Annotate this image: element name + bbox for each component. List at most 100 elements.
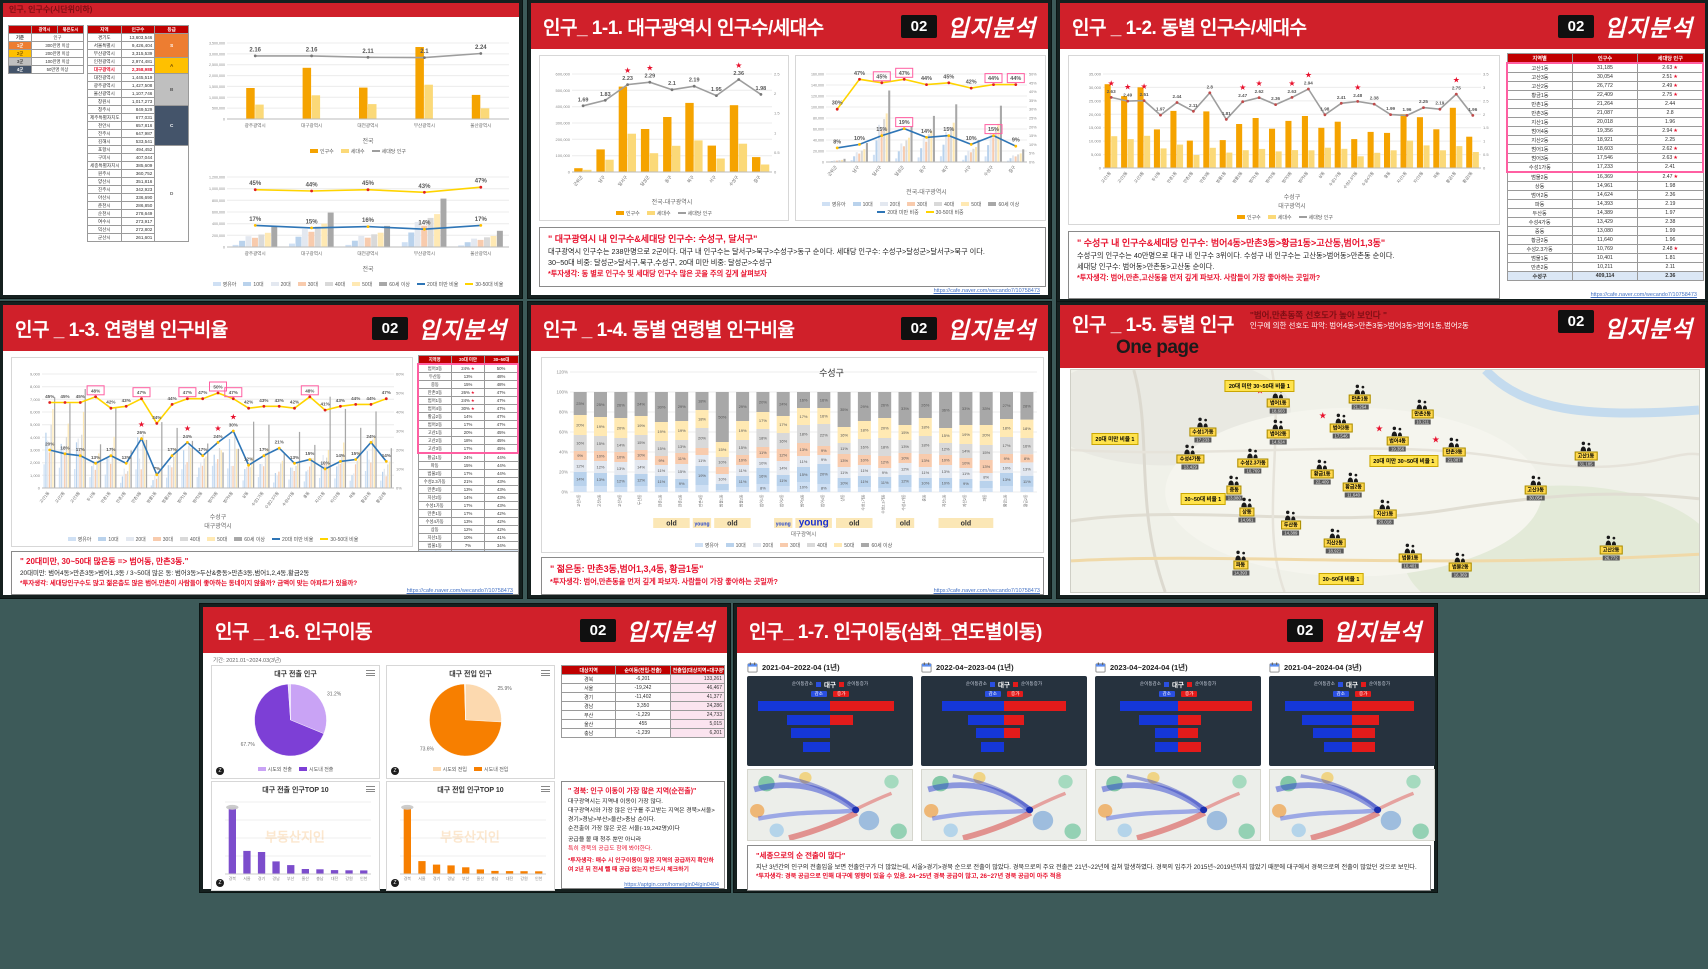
supply-note: 공급을 볼 때 청주 뿐만 아니라: [568, 837, 642, 844]
svg-text:45%: 45%: [1029, 81, 1037, 85]
svg-text:달성군: 달성군: [893, 164, 905, 177]
svg-text:19%: 19%: [739, 428, 747, 433]
svg-text:만촌2동: 만촌2동: [114, 490, 127, 504]
source-link[interactable]: https://cafe.naver.com/wecando7/10758473: [933, 588, 1040, 594]
svg-text:old: old: [961, 521, 972, 528]
svg-text:10,000: 10,000: [1089, 139, 1102, 144]
svg-text:달서구: 달서구: [616, 174, 629, 188]
marker-population: 13,429: [1181, 464, 1199, 470]
svg-text:44%: 44%: [366, 396, 375, 401]
map-marker: 수성1가동 17,233: [1189, 417, 1217, 443]
svg-text:대구광역시: 대구광역시: [204, 522, 232, 530]
svg-text:13%: 13%: [678, 444, 686, 449]
svg-text:17%: 17%: [249, 217, 262, 223]
svg-text:경북: 경북: [229, 875, 237, 881]
marker-dong-name: 두산동: [1280, 520, 1301, 530]
table-row: 4군 50만명 이상: [8, 65, 84, 74]
svg-text:60,000: 60,000: [813, 128, 824, 132]
svg-text:부산: 부산: [462, 875, 470, 881]
svg-text:부동산지인: 부동산지인: [440, 830, 500, 845]
svg-text:44%: 44%: [921, 76, 932, 82]
move-out-top10-chart: 부동산지인 경북 서울 경기 경남 부산 울산 충남 대전 강원 인천: [215, 794, 375, 884]
svg-text:16%: 16%: [1023, 444, 1031, 449]
family-icon: [1335, 413, 1346, 423]
table-row: 만촌2동 10,211 2.11: [1506, 262, 1704, 272]
legend-item: 20대: [125, 536, 146, 543]
chart-menu-icon[interactable]: [366, 785, 375, 794]
svg-text:17%: 17%: [779, 422, 787, 427]
svg-text:★: ★: [214, 424, 221, 433]
table-row: 지산1동 20,018 1.96: [1505, 117, 1705, 127]
flow-bar-row: [926, 714, 1082, 726]
move-out-pie-legend: 시도외 전출 시도내 전출: [212, 764, 379, 774]
svg-text:6,000: 6,000: [30, 410, 41, 415]
table-row: 서울 -19,242 46,467: [560, 683, 726, 693]
svg-text:15%: 15%: [596, 441, 604, 446]
svg-text:45%: 45%: [249, 181, 262, 187]
panel-1-3-header: 인구 _ 1-3. 연령별 인구비율 02 입지분석: [3, 305, 519, 351]
flow-bar-row: [1100, 714, 1256, 726]
svg-text:30%: 30%: [657, 405, 665, 410]
svg-text:대전: 대전: [331, 875, 339, 881]
family-icon: [1404, 544, 1415, 554]
svg-text:범어1동: 범어1동: [175, 490, 188, 504]
family-icon: [1530, 475, 1541, 485]
marker-population: 14,961: [1238, 517, 1256, 523]
svg-text:서구: 서구: [707, 174, 717, 185]
source-link[interactable]: https://cafe.naver.com/wecando7/10758473: [406, 588, 513, 594]
svg-text:★: ★: [1354, 83, 1361, 92]
svg-text:★: ★: [646, 64, 653, 73]
svg-text:20%: 20%: [1029, 125, 1037, 129]
chart-el: 0% 20% 40% 60% 80% 100% 120% 14% 12% 9% 16% 20% 23% 고…: [556, 368, 1037, 538]
svg-text:범물2동: 범물2동: [1231, 170, 1244, 184]
net-move-chart: 순이동감소 대구 순이동증가 감소 증가: [1095, 676, 1261, 766]
svg-text:27%: 27%: [1002, 403, 1010, 408]
marker-dong-name: 범어3동: [1329, 423, 1353, 432]
table-row: 고산3동 30,054 2.51★: [1505, 72, 1705, 82]
svg-text:0: 0: [223, 246, 225, 250]
svg-text:2.63: 2.63: [1107, 89, 1116, 94]
svg-text:★: ★: [1305, 71, 1312, 80]
svg-text:11%: 11%: [658, 479, 666, 484]
table-row: 범어1동 18,603 2.62★: [1505, 144, 1705, 154]
svg-text:달서구: 달서구: [870, 164, 883, 178]
svg-text:13%: 13%: [617, 466, 625, 471]
flow-bar-row: [752, 700, 908, 712]
source-link[interactable]: https://cafe.naver.com/wecando7/10758473: [1590, 292, 1697, 298]
svg-text:수성구: 수성구: [1284, 193, 1301, 201]
source-link[interactable]: https://aptgin.com/home/gin04/gin0404: [624, 882, 719, 888]
insight-invest: *투자생각: 세대당인구수도 많고 젊은층도 많은 범어,만촌이 사람들이 좋아…: [20, 579, 358, 587]
svg-text:16%: 16%: [779, 439, 787, 444]
card-title: 대구 전출 인구: [274, 671, 317, 678]
svg-text:20%: 20%: [698, 436, 706, 441]
chart-menu-icon[interactable]: [541, 669, 550, 678]
svg-text:20,000: 20,000: [1089, 112, 1102, 117]
svg-text:10%: 10%: [840, 481, 848, 486]
legend-item: 시도외 전입: [432, 766, 467, 773]
flow-bar-row: [1274, 741, 1430, 753]
marker-dong-name: 황금1동: [1310, 469, 1334, 479]
svg-text:5%: 5%: [1029, 152, 1035, 156]
svg-text:2.36: 2.36: [1271, 96, 1280, 101]
chart-menu-icon[interactable]: [541, 785, 550, 794]
svg-text:100,000: 100,000: [556, 153, 571, 158]
svg-text:500,000: 500,000: [556, 88, 571, 93]
flow-bar-row: [926, 727, 1082, 739]
svg-text:충남: 충남: [316, 875, 324, 881]
source-link[interactable]: https://cafe.naver.com/wecando7/10758473: [933, 288, 1040, 294]
svg-text:대전광역시: 대전광역시: [357, 122, 378, 129]
section-label: 입지분석: [1604, 316, 1693, 342]
svg-text:0.5: 0.5: [774, 150, 780, 155]
map-marker: 중동 13,080: [1225, 475, 1243, 501]
chart-menu-icon[interactable]: [366, 669, 375, 678]
svg-text:14%: 14%: [418, 221, 431, 227]
svg-text:2.63: 2.63: [1288, 89, 1297, 94]
svg-text:0: 0: [223, 118, 225, 122]
svg-text:광주광역시: 광주광역시: [245, 122, 266, 129]
svg-text:old: old: [727, 521, 738, 528]
table-row: 범어3동 24%★ 50%: [416, 363, 520, 373]
svg-text:36%: 36%: [942, 408, 950, 413]
yearly-flow-card: 2023-04~2024-04 (1년) 순이동감소 대구 순이동증가 감소 증가: [1095, 661, 1261, 843]
svg-text:3,000,000: 3,000,000: [209, 52, 225, 56]
svg-text:15%: 15%: [943, 127, 954, 133]
